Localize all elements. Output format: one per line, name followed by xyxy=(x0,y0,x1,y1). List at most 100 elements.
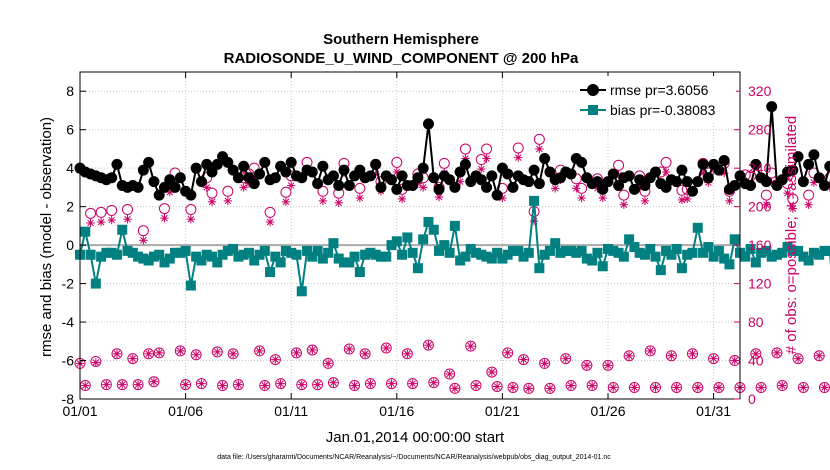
obs-assimilated-point xyxy=(598,193,607,203)
obs-assimilated-point xyxy=(133,380,143,389)
bias-point xyxy=(661,245,672,256)
rmse-point xyxy=(444,174,456,186)
obs-assimilated-point xyxy=(709,354,718,363)
rmse-point xyxy=(713,164,725,176)
bias-point xyxy=(148,251,159,262)
asterisk-stroke xyxy=(451,385,459,392)
obs-assimilated-point xyxy=(772,348,782,358)
asterisk-stroke xyxy=(277,380,284,387)
bias-point xyxy=(286,247,297,258)
rmse-point xyxy=(407,179,419,191)
obs-assimilated-point xyxy=(651,383,660,392)
bias-point xyxy=(259,245,270,256)
rmse-point xyxy=(502,168,514,180)
bias-point xyxy=(423,217,434,228)
obs-possible-point xyxy=(776,380,788,392)
obs-assimilated-point xyxy=(429,378,438,387)
bias-point xyxy=(185,280,196,291)
rmse-point xyxy=(396,170,408,182)
bias-point xyxy=(159,257,170,268)
x-tick-label: 01/11 xyxy=(274,403,308,419)
asterisk-stroke xyxy=(646,347,654,355)
bias-point xyxy=(207,251,217,262)
asterisk-stroke xyxy=(298,381,306,388)
asterisk-stroke xyxy=(129,355,137,362)
asterisk-stroke xyxy=(208,198,216,206)
bias-point xyxy=(708,251,719,262)
y-left-tick-label: 4 xyxy=(66,160,74,176)
obs-possible-point xyxy=(211,346,223,358)
asterisk-stroke xyxy=(678,196,686,204)
asterisk-stroke xyxy=(578,194,585,202)
rmse-point xyxy=(544,166,556,178)
obs-possible-point xyxy=(544,382,556,394)
bias-point xyxy=(798,251,809,262)
bias-point xyxy=(428,224,439,235)
asterisk-stroke xyxy=(778,382,786,389)
bias-point xyxy=(756,247,767,258)
bias-point xyxy=(243,247,254,258)
asterisk-stroke xyxy=(763,201,770,209)
obs-possible-point xyxy=(111,348,123,360)
obs-assimilated-point xyxy=(223,196,233,206)
bias-point xyxy=(513,245,524,256)
bias-point xyxy=(460,251,471,262)
obs-possible-point xyxy=(364,378,376,390)
rmse-point xyxy=(491,189,503,201)
obs-possible-point xyxy=(422,339,434,351)
bias-point xyxy=(634,247,645,258)
obs-assimilated-point xyxy=(323,359,333,368)
bias-point xyxy=(233,251,244,262)
asterisk-stroke xyxy=(398,195,406,203)
bias-point xyxy=(761,245,772,256)
y-right-tick-label: 120 xyxy=(748,276,772,292)
y-left-tick-label: -4 xyxy=(62,314,75,330)
obs-assimilated-point xyxy=(609,383,618,392)
obs-assimilated-point xyxy=(424,340,433,350)
asterisk-stroke xyxy=(435,193,443,201)
asterisk-stroke xyxy=(124,215,131,223)
rmse-point xyxy=(671,176,683,188)
obs-assimilated-point xyxy=(139,236,148,245)
bias-point xyxy=(180,245,191,256)
obs-assimilated-point xyxy=(287,181,296,190)
obs-assimilated-point xyxy=(107,215,116,225)
obs-assimilated-point xyxy=(207,197,217,207)
rmse-point xyxy=(591,176,603,188)
asterisk-stroke xyxy=(393,168,401,176)
bias-point xyxy=(666,249,677,260)
bias-point xyxy=(138,253,149,264)
asterisk-stroke xyxy=(235,381,242,388)
y-left-tick-label: -8 xyxy=(62,391,75,407)
y-axis-left-label: rmse and bias (model - observation) xyxy=(38,117,55,357)
y-right-tick-label: 40 xyxy=(748,353,764,369)
bias-point xyxy=(127,247,138,258)
obs-possible-point xyxy=(85,207,97,219)
asterisk-stroke xyxy=(541,360,548,367)
obs-assimilated-point xyxy=(191,350,201,359)
obs-assimilated-point xyxy=(297,380,306,389)
rmse-point xyxy=(808,149,820,161)
obs-possible-point xyxy=(354,182,366,194)
bias-point xyxy=(434,245,445,256)
obs-assimilated-point xyxy=(102,380,111,389)
obs-assimilated-point xyxy=(213,347,222,357)
rmse-point xyxy=(428,172,440,184)
bias-point xyxy=(381,251,392,262)
obs-possible-point xyxy=(755,381,767,393)
rmse-point xyxy=(148,176,160,188)
bias-point xyxy=(719,253,730,264)
obs-assimilated-point xyxy=(540,359,549,368)
rmse-point xyxy=(459,158,471,170)
rmse-point xyxy=(454,166,466,178)
y-left-tick-label: -6 xyxy=(62,353,75,369)
rmse-point xyxy=(333,179,345,191)
obs-assimilated-point xyxy=(587,381,597,390)
bias-point xyxy=(560,245,571,256)
obs-assimilated-point xyxy=(234,380,243,389)
obs-assimilated-point xyxy=(524,384,533,393)
bias-point xyxy=(154,249,165,260)
obs-possible-point xyxy=(132,379,144,391)
rmse-point xyxy=(317,160,329,172)
obs-assimilated-point xyxy=(239,183,248,192)
